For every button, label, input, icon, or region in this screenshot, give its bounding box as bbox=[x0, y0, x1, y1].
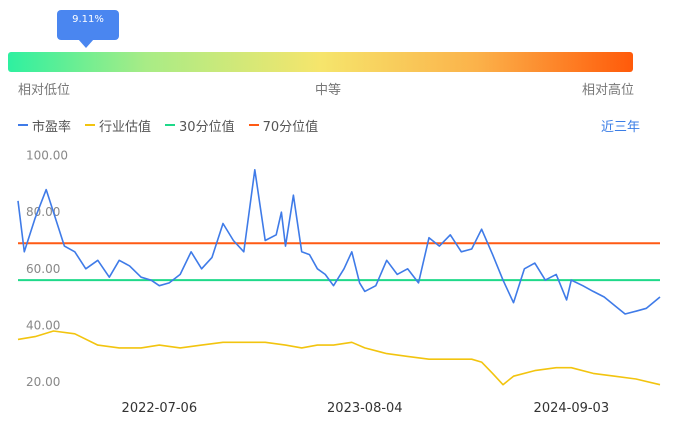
x-tick-label: 2022-07-06 bbox=[122, 401, 198, 416]
legend-item-pe[interactable]: 市盈率 bbox=[18, 116, 71, 135]
y-tick-label: 100.00 bbox=[26, 150, 68, 163]
legend-swatch-p30 bbox=[165, 124, 176, 126]
legend-swatch-industry bbox=[85, 124, 96, 126]
legend-label-p70: 70分位值 bbox=[262, 119, 319, 135]
x-axis-ticks: 2022-07-06 2023-08-04 2024-09-03 bbox=[122, 401, 610, 416]
x-tick-label: 2024-09-03 bbox=[534, 401, 610, 416]
chart-legend: 市盈率 行业估值 30分位值 70分位值 bbox=[18, 116, 319, 135]
legend-label-industry: 行业估值 bbox=[99, 119, 152, 135]
percentile-value: 9.11% bbox=[72, 14, 104, 25]
percentile-tooltip: 9.11% bbox=[57, 10, 119, 48]
legend-item-p30[interactable]: 30分位值 bbox=[165, 116, 235, 135]
y-tick-label: 40.00 bbox=[26, 318, 60, 332]
y-tick-label: 60.00 bbox=[26, 262, 60, 276]
legend-item-p70[interactable]: 70分位值 bbox=[248, 116, 319, 135]
series-line-industry bbox=[17, 330, 661, 386]
period-selector-button[interactable]: 近三年 bbox=[600, 120, 640, 135]
gauge-label-low: 相对低位 bbox=[18, 83, 71, 98]
gauge-label-mid: 中等 bbox=[315, 83, 342, 98]
legend-swatch-pe bbox=[18, 124, 28, 126]
series-line-pe bbox=[17, 169, 661, 315]
series-layer bbox=[17, 169, 661, 386]
legend-item-industry[interactable]: 行业估值 bbox=[85, 116, 151, 135]
x-tick-label: 2023-08-04 bbox=[327, 401, 403, 416]
gauge-label-high: 相对高位 bbox=[582, 83, 635, 98]
legend-label-p30: 30分位值 bbox=[179, 119, 235, 135]
y-tick-label: 20.00 bbox=[26, 375, 60, 389]
valuation-gauge-bar bbox=[8, 52, 633, 72]
legend-label-pe: 市盈率 bbox=[32, 119, 72, 135]
legend-swatch-p70 bbox=[248, 124, 259, 126]
